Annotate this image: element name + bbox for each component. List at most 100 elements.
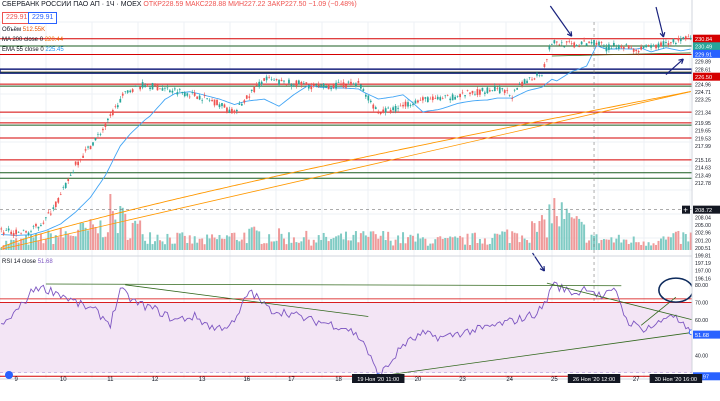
candle-body (486, 87, 489, 94)
volume-bar (59, 227, 62, 250)
volume-bar (332, 237, 335, 250)
volume-bar (106, 232, 109, 250)
ask-price-box[interactable]: 229.91 (28, 12, 58, 24)
volume-bar (374, 234, 377, 250)
volume-bar (99, 220, 102, 250)
volume-bar (218, 234, 221, 250)
volume-bar (42, 243, 45, 250)
volume-bar (605, 239, 608, 250)
rsi-legend[interactable]: RSI 14 close 51.68 (2, 259, 53, 265)
candle-body (30, 231, 32, 232)
volume-bar (330, 238, 333, 250)
axis-label-box (693, 372, 720, 381)
ema-legend[interactable]: EMA 55 close 0 225.45 (2, 47, 64, 53)
volume-bar (607, 239, 610, 250)
candle-body (608, 44, 610, 50)
rsi-trendline (378, 331, 694, 377)
candle-body (476, 89, 479, 96)
candle-body (578, 46, 581, 47)
candle-body (213, 99, 216, 106)
axis-label: 80.00 (695, 283, 708, 289)
volume-bar (511, 231, 514, 250)
volume-bar (674, 231, 677, 250)
volume-legend[interactable]: Объём 512.55K (2, 27, 45, 33)
volume-bar (533, 223, 536, 250)
volume-bar (528, 242, 531, 250)
axis-label: 201.20 (695, 238, 711, 244)
volume-bar (466, 233, 469, 250)
candle-body (67, 179, 70, 181)
candle-body (77, 161, 79, 166)
candle-body (97, 134, 99, 135)
volume-bar (12, 240, 15, 250)
volume-bar (404, 243, 407, 250)
ma-value: 220.44 (44, 37, 64, 43)
volume-bar (312, 239, 315, 250)
candle-body (295, 80, 298, 87)
volume-bar (496, 233, 499, 250)
volume-bar (126, 239, 129, 250)
volume-bar (146, 243, 149, 250)
candle-body (136, 85, 139, 87)
time-label: 18 (335, 377, 342, 383)
axis-label: 200.51 (695, 246, 711, 252)
candle-body (275, 79, 278, 81)
candle-body (302, 83, 305, 84)
candle-body (536, 73, 538, 76)
time-label: 24 (506, 377, 513, 383)
candle-body (7, 228, 10, 231)
candle-body (218, 104, 221, 108)
volume-bar (216, 239, 219, 250)
volume-value: 512.55K (22, 27, 46, 33)
volume-bar (593, 235, 596, 250)
candle-body (431, 96, 434, 101)
candle-body (531, 79, 533, 81)
price-trendline (1, 91, 691, 250)
ma-legend[interactable]: MA 200 close 0 220.44 (2, 37, 63, 43)
axis-label: 202.96 (695, 231, 711, 237)
candle-body (493, 86, 496, 92)
volume-bar (211, 234, 214, 250)
candle-body (270, 78, 273, 80)
highlighted-level-box (0, 68, 693, 74)
candle-body (196, 96, 199, 99)
volume-bar (459, 235, 462, 250)
axis-label: 208.04 (695, 215, 711, 221)
bid-price-box[interactable]: 229.91 (2, 12, 32, 24)
volume-bar (617, 234, 620, 250)
candle-body (129, 90, 132, 93)
candle-body (565, 41, 568, 43)
axis-label-box (693, 34, 720, 43)
candle-body (675, 43, 677, 44)
volume-bar (139, 220, 142, 250)
axis-label: 221.34 (695, 110, 711, 116)
volume-bar (96, 233, 99, 250)
candle-body (42, 222, 45, 224)
volume-bar (25, 235, 28, 250)
candle-body (255, 85, 258, 86)
candle-body (422, 97, 424, 101)
candle-body (409, 105, 412, 106)
volume-bar (612, 242, 615, 250)
candle-body (245, 95, 248, 99)
candle-body (327, 85, 330, 90)
candle-body (223, 104, 226, 108)
volume-bar (119, 206, 122, 250)
candle-body (35, 223, 37, 227)
candle-body (449, 98, 452, 101)
annotation-arrowhead (566, 31, 573, 37)
candle-body (508, 94, 511, 96)
axis-label: 197.00 (695, 269, 711, 275)
axis-label: 217.99 (695, 144, 711, 150)
price-trendline (551, 52, 691, 57)
candle-body (387, 107, 390, 109)
volume-bar (124, 213, 127, 250)
time-label: 17 (288, 377, 295, 383)
candle-body (325, 86, 328, 88)
volume-bar (493, 233, 496, 250)
candle-body (588, 41, 590, 43)
axis-label: 219.65 (695, 129, 711, 135)
volume-bar (292, 237, 295, 250)
candle-body (99, 134, 102, 136)
